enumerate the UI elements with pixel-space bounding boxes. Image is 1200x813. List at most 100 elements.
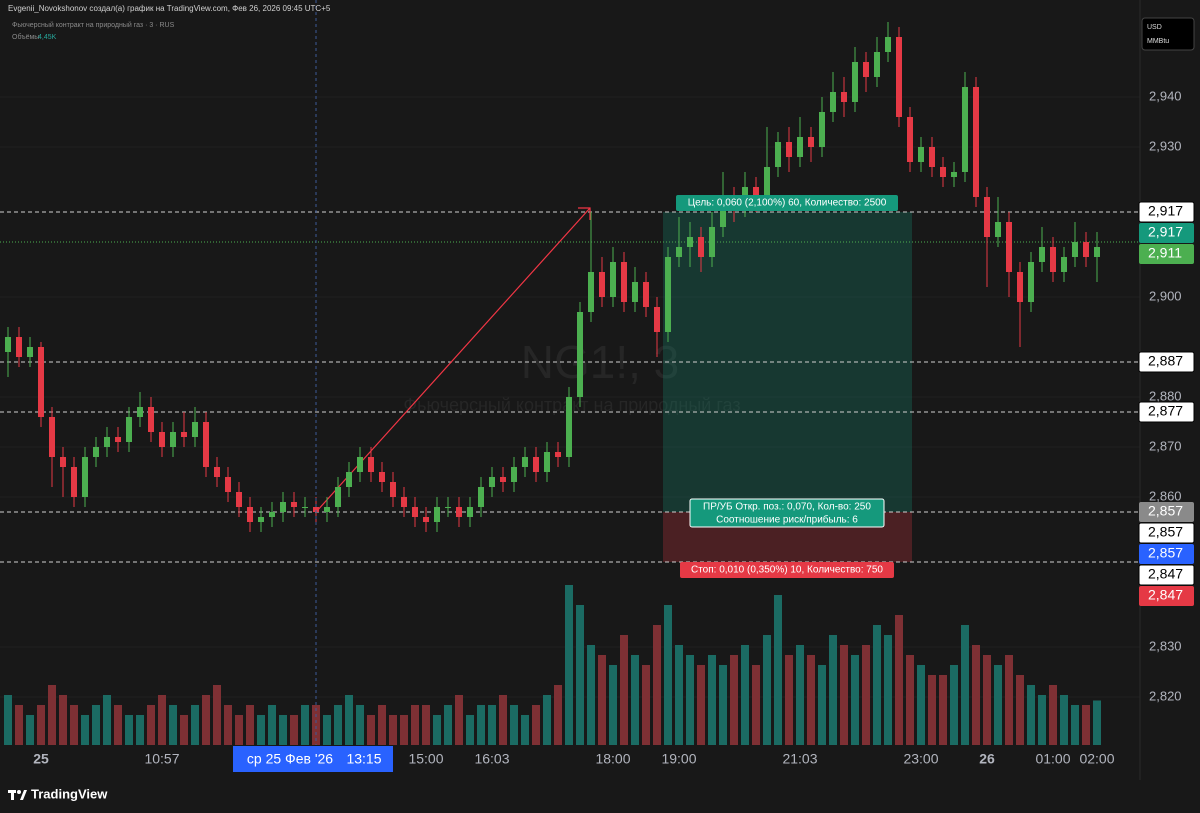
price-tag: 2,917 bbox=[1148, 203, 1183, 219]
candle-body bbox=[1006, 222, 1012, 272]
price-tag-bg bbox=[1139, 223, 1194, 243]
candle-body bbox=[896, 37, 902, 117]
volume-bar bbox=[961, 625, 969, 745]
candle-body bbox=[225, 477, 231, 492]
candle-body bbox=[533, 457, 539, 472]
candle-body bbox=[324, 507, 330, 512]
volume-value: 4,45K bbox=[38, 34, 57, 41]
price-tag-bg bbox=[1138, 564, 1195, 586]
candle-body bbox=[720, 202, 726, 227]
candle-body bbox=[841, 92, 847, 102]
candle-body bbox=[1072, 242, 1078, 257]
x-tick-label: 19:00 bbox=[661, 751, 696, 767]
candle-body bbox=[93, 447, 99, 457]
candle-body bbox=[148, 407, 154, 432]
candle-body bbox=[621, 262, 627, 302]
volume-bar bbox=[543, 695, 551, 745]
candle-body bbox=[929, 147, 935, 167]
candle-body bbox=[38, 347, 44, 417]
candle-body bbox=[522, 457, 528, 467]
volume-bar bbox=[928, 675, 936, 745]
candle-body bbox=[181, 432, 187, 437]
volume-name: Объёмы bbox=[12, 33, 39, 41]
price-tag-bg bbox=[1138, 351, 1195, 373]
target-label: Цель: 0,060 (2,100%) 60, Количество: 250… bbox=[688, 198, 887, 209]
volume-bar bbox=[697, 665, 705, 745]
volume-bar bbox=[895, 615, 903, 745]
price-tag-bg bbox=[1139, 544, 1194, 564]
volume-bar bbox=[972, 645, 980, 745]
volume-bar bbox=[334, 705, 342, 745]
candle-body bbox=[60, 457, 66, 467]
candle-body bbox=[126, 417, 132, 442]
candle-body bbox=[808, 137, 814, 147]
candle-body bbox=[566, 397, 572, 457]
candle-body bbox=[170, 432, 176, 447]
volume-bar bbox=[862, 645, 870, 745]
candle-body bbox=[676, 247, 682, 257]
price-tag-bg bbox=[1139, 586, 1194, 606]
volume-bar bbox=[158, 695, 166, 745]
candle-body bbox=[5, 337, 11, 352]
brand: TradingView bbox=[31, 786, 108, 801]
x-tick-label: 21:03 bbox=[782, 751, 817, 767]
candle-body bbox=[159, 432, 165, 447]
y-tick-label: 2,820 bbox=[1149, 688, 1182, 703]
candle-body bbox=[423, 517, 429, 522]
crosshair-time: 13:15 bbox=[346, 751, 381, 767]
price-tag: 2,917 bbox=[1148, 224, 1183, 240]
volume-bar bbox=[1005, 655, 1013, 745]
target-label-bg bbox=[676, 195, 898, 211]
volume-bar bbox=[1082, 705, 1090, 745]
candle-body bbox=[467, 507, 473, 517]
volume-bar bbox=[576, 605, 584, 745]
candle-body bbox=[852, 62, 858, 102]
volume-bar bbox=[268, 705, 276, 745]
volume-bar bbox=[477, 705, 485, 745]
candle-body bbox=[764, 167, 770, 197]
volume-bar bbox=[114, 705, 122, 745]
volume-bar bbox=[444, 705, 452, 745]
volume-bar bbox=[378, 705, 386, 745]
price-tag: 2,847 bbox=[1148, 566, 1183, 582]
stop-label-bg bbox=[680, 562, 894, 578]
candle-body bbox=[258, 517, 264, 522]
candle-body bbox=[346, 472, 352, 487]
candle-body bbox=[962, 87, 968, 172]
candle-body bbox=[401, 497, 407, 507]
price-tag: 2,857 bbox=[1148, 524, 1183, 540]
volume-bar bbox=[499, 695, 507, 745]
candle-body bbox=[434, 507, 440, 522]
volume-bar bbox=[730, 655, 738, 745]
volume-bar bbox=[631, 655, 639, 745]
volume-bar bbox=[81, 715, 89, 745]
volume-bar bbox=[763, 635, 771, 745]
volume-bar bbox=[884, 635, 892, 745]
candle-body bbox=[555, 452, 561, 457]
candle-body bbox=[247, 507, 253, 522]
volume-bar bbox=[224, 705, 232, 745]
price-tag: 2,857 bbox=[1148, 545, 1183, 561]
volume-bar bbox=[818, 665, 826, 745]
candle-body bbox=[698, 237, 704, 257]
candle-body bbox=[907, 117, 913, 162]
candle-body bbox=[49, 417, 55, 457]
candle-body bbox=[1028, 262, 1034, 302]
candle-body bbox=[203, 422, 209, 467]
candle-body bbox=[302, 507, 308, 508]
volume-bar bbox=[367, 715, 375, 745]
volume-bar bbox=[433, 715, 441, 745]
candle-body bbox=[544, 452, 550, 472]
volume-bar bbox=[202, 695, 210, 745]
volume-bar bbox=[609, 665, 617, 745]
price-tag-bg bbox=[1138, 522, 1195, 544]
volume-bar bbox=[213, 685, 221, 745]
volume-bar bbox=[565, 585, 573, 745]
currency-box[interactable] bbox=[1141, 17, 1195, 51]
volume-bar bbox=[37, 705, 45, 745]
candle-body bbox=[379, 472, 385, 482]
volume-bar bbox=[125, 715, 133, 745]
candle-body bbox=[335, 487, 341, 507]
candle-body bbox=[478, 487, 484, 507]
volume-bar bbox=[235, 715, 243, 745]
